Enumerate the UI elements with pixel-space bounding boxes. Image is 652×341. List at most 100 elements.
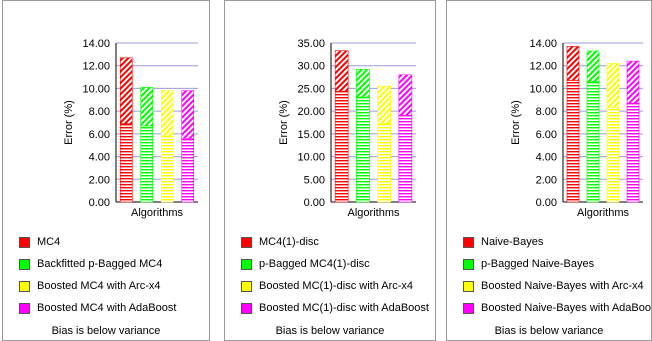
legend-1: MC4 Backfitted p-Bagged MC4 Boosted MC4 wi… [19,231,176,319]
y-axis-label: Error (%) [510,100,522,145]
legend-label: Boosted Naive-Bayes with Arc-x4 [481,280,644,292]
y-tick-label: 4.00 [536,152,557,164]
chart-plot-3: 0.00 2.00 4.00 6.00 8.00 10.00 12.00 14.00 Error… [510,38,643,219]
bar-bias [606,107,620,203]
legend-item: Boosted Naive-Bayes with AdaBoost [463,297,652,319]
legend-label: p-Bagged Naive-Bayes [481,258,595,270]
y-tick-label: 10.00 [529,83,557,95]
y-axis-label: Error (%) [63,100,75,145]
legend-label: Boosted MC(1)-disc with AdaBoost [259,302,429,314]
chart-panel-1: 0.00 2.00 4.00 6.00 8.00 10.00 12.00 14.00 Error… [2,0,210,341]
chart-panel-3: 0.00 2.00 4.00 6.00 8.00 10.00 12.00 14.00 Error… [446,0,652,341]
legend-swatch [463,280,474,292]
legend-swatch [19,302,30,314]
legend-label: MC4(1)-disc [259,236,319,248]
legend-label: Boosted MC4 with Arc-x4 [37,280,161,292]
legend-item: Boosted MC4 with AdaBoost [19,297,176,319]
y-tick-label: 0.00 [304,197,325,209]
y-tick-label: 12.00 [82,61,110,73]
legend-swatch [463,236,474,248]
legend-label: Boosted MC(1)-disc with Arc-x4 [259,280,414,292]
bar-variance [356,69,370,98]
legend-item: MC4(1)-disc [241,231,429,253]
legend-item: p-Bagged Naive-Bayes [463,253,651,275]
legend-swatch [241,280,252,292]
y-tick-label: 15.00 [297,129,325,141]
legend-label: Backfitted p-Bagged MC4 [37,258,163,270]
legend-swatch [19,280,30,292]
y-tick-label: 12.00 [529,61,557,73]
legend-swatch [19,236,30,248]
footnote-3: Bias is below variance [494,325,604,337]
legend-swatch [19,258,30,270]
chart-plot-2: 0.00 5.00 10.00 15.00 20.00 25.00 30.00 35.00 Er… [278,38,416,219]
footnote-2: Bias is below variance [275,325,385,337]
legend-swatch [241,258,252,270]
bar-bias [160,135,174,203]
bar-variance [626,60,640,104]
y-axis-label: Error (%) [278,100,290,145]
y-tick-label: 5.00 [304,174,325,186]
y-tick-label: 10.00 [297,152,325,164]
legend-item: Backfitted p-Bagged MC4 [19,253,176,275]
legend-label: MC4 [37,236,61,248]
y-tick-label: 8.00 [536,106,557,118]
legend-3: Naive-Bayes p-Bagged Naive-Bayes Boosted N… [463,231,652,319]
bar-bias [398,114,413,203]
legend-item: Naive-Bayes [463,231,651,253]
y-tick-label: 14.00 [529,38,557,50]
bar-variance [586,50,600,82]
legend-item: Boosted Naive-Bayes with Arc-x4 [463,275,651,297]
legend-item: p-Bagged MC4(1)-disc [241,253,429,275]
y-tick-label: 35.00 [297,38,325,50]
legend-label: Boosted MC4 with AdaBoost [37,302,177,314]
chart-panel-2: 0.00 5.00 10.00 15.00 20.00 25.00 30.00 35.00 Er… [224,0,436,341]
y-tick-label: 0.00 [536,197,557,209]
legend-item: Boosted MC(1)-disc with Arc-x4 [241,275,429,297]
bar-bias [356,96,370,203]
y-tick-label: 2.00 [89,174,110,186]
y-tick-label: 25.00 [297,83,325,95]
bar-variance [334,50,349,92]
legend-swatch [241,236,252,248]
bar-variance [119,57,133,124]
y-tick-label: 20.00 [297,106,325,118]
legend-label: Boosted Naive-Bayes with AdaBoost [481,302,652,314]
bar-variance [181,90,195,139]
legend-label: Naive-Bayes [481,236,544,248]
y-tick-label: 0.00 [89,197,110,209]
bar-variance [160,90,174,137]
y-tick-label: 4.00 [89,152,110,164]
bar-bias [566,80,580,203]
y-tick-label: 30.00 [297,61,325,73]
y-tick-label: 6.00 [89,129,110,141]
bar-bias [119,123,133,203]
bar-bias [334,90,349,203]
y-tick-label: 14.00 [82,38,110,50]
legend-item: Boosted MC4 with Arc-x4 [19,275,176,297]
legend-2: MC4(1)-disc p-Bagged MC4(1)-disc Boosted M… [241,231,429,319]
bar-variance [566,46,580,81]
legend-swatch [463,302,474,314]
legend-label: p-Bagged MC4(1)-disc [259,258,370,270]
footnote-1: Bias is below variance [51,325,161,337]
x-axis-label: Algorithms [577,207,629,219]
y-tick-label: 2.00 [536,174,557,186]
bar-variance [377,85,391,124]
chart-plot-1: 0.00 2.00 4.00 6.00 8.00 10.00 12.00 14.00 Error… [63,38,198,219]
x-axis-label: Algorithms [348,207,400,219]
bar-variance [140,86,154,127]
legend-swatch [463,258,474,270]
legend-item: Boosted MC(1)-disc with AdaBoost [241,297,429,319]
legend-swatch [241,302,252,314]
bar-variance [398,74,413,116]
bar-bias [181,138,195,203]
legend-item: MC4 [19,231,176,253]
bar-bias [377,123,391,203]
x-axis-label: Algorithms [131,207,183,219]
bar-variance [606,63,620,109]
bar-bias [586,81,600,203]
y-tick-label: 10.00 [82,83,110,95]
bar-bias [626,102,640,203]
bar-bias [140,125,154,203]
